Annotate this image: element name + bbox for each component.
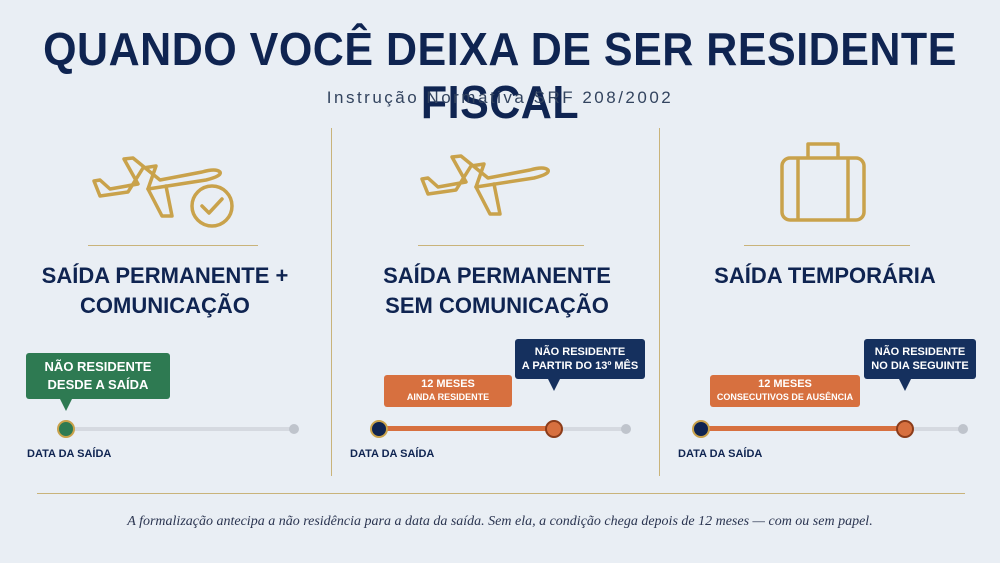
footer-divider — [37, 493, 965, 494]
panel-temporary-exit: SAÍDA TEMPORÁRIA NÃO RESIDENTE NO DIA SE… — [660, 128, 990, 476]
panel-heading: SAÍDA PERMANENTE + COMUNICAÇÃO — [41, 263, 289, 318]
timeline-track — [66, 427, 294, 431]
status-callout: NÃO RESIDENTE NO DIA SEGUINTE — [864, 339, 976, 379]
timeline-threshold-point — [545, 420, 563, 438]
callout-pointer — [60, 399, 72, 411]
timeline-label: DATA DA SAÍDA — [27, 448, 112, 460]
footnote: A formalização antecipa a não residência… — [127, 514, 873, 529]
page-subtitle: Instrução Normativa SRF 208/2002 — [326, 88, 674, 107]
callout-pointer — [548, 379, 560, 391]
panel-heading: SAÍDA PERMANENTE SEM COMUNICAÇÃO — [383, 263, 611, 318]
period-callout: 12 MESES AINDA RESIDENTE — [384, 375, 512, 407]
timeline-label: DATA DA SAÍDA — [350, 448, 435, 460]
column-divider — [659, 128, 660, 476]
panel-permanent-without-communication: SAÍDA PERMANENTE SEM COMUNICAÇÃO NÃO RES… — [332, 128, 662, 476]
timeline-period-fill — [382, 426, 554, 431]
callout-pointer — [899, 379, 911, 391]
period-subtitle: CONSECUTIVOS DE AUSÊNCIA — [716, 392, 854, 402]
period-title: 12 MESES — [421, 378, 475, 390]
timeline-start-point — [57, 420, 75, 438]
timeline-end-point — [621, 424, 631, 434]
period-subtitle: AINDA RESIDENTE — [406, 392, 490, 402]
suitcase-icon — [780, 142, 866, 222]
timeline-start-point — [370, 420, 388, 438]
panel-heading: SAÍDA TEMPORÁRIA — [714, 263, 936, 288]
timeline-end-point — [958, 424, 968, 434]
section-divider — [744, 245, 910, 246]
timeline-period-fill — [702, 426, 906, 431]
page-title: QUANDO VOCÊ DEIXA DE SER RESIDENTE FISCA… — [43, 24, 957, 129]
period-callout: 12 MESES CONSECUTIVOS DE AUSÊNCIA — [710, 375, 860, 407]
timeline-start-point — [692, 420, 710, 438]
period-title: 12 MESES — [758, 378, 812, 390]
section-divider — [418, 245, 584, 246]
panel-permanent-with-communication: SAÍDA PERMANENTE + COMUNICAÇÃO NÃO RESID… — [0, 128, 330, 476]
airplane-icon — [420, 154, 550, 216]
status-callout: NÃO RESIDENTE A PARTIR DO 13º MÊS — [515, 339, 645, 379]
status-callout: NÃO RESIDENTE DESDE A SAÍDA — [26, 353, 170, 399]
timeline-label: DATA DA SAÍDA — [678, 448, 763, 460]
column-divider — [331, 128, 332, 476]
timeline-threshold-point — [896, 420, 914, 438]
section-divider — [88, 245, 258, 246]
airplane-check-icon — [92, 156, 234, 228]
timeline-end-point — [289, 424, 299, 434]
